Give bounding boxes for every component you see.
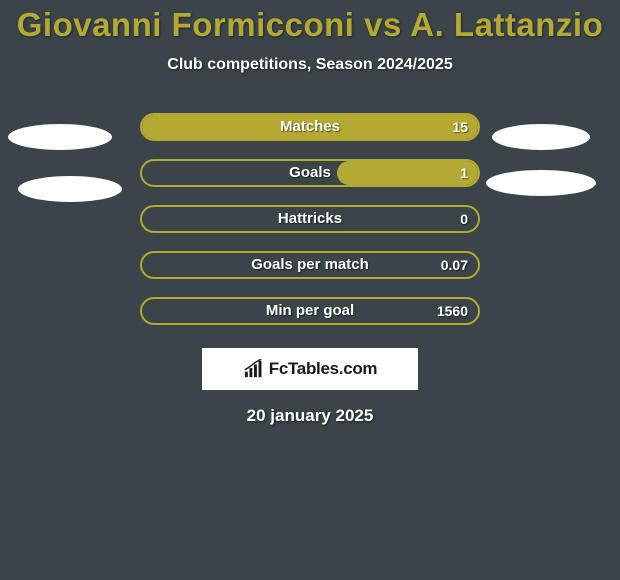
date-label: 20 january 2025: [247, 406, 374, 426]
stat-value: 0: [460, 207, 468, 231]
stat-bar-track: Min per goal1560: [140, 297, 480, 325]
stat-label: Min per goal: [142, 299, 478, 323]
decorative-ellipse: [492, 124, 590, 150]
stat-bar-track: Matches15: [140, 113, 480, 141]
subtitle: Club competitions, Season 2024/2025: [167, 56, 452, 74]
stat-label: Hattricks: [142, 207, 478, 231]
stat-bar-track: Goals1: [140, 159, 480, 187]
logo-text: FcTables.com: [269, 359, 378, 379]
decorative-ellipse: [486, 170, 596, 196]
infographic-container: Giovanni Formicconi vs A. Lattanzio Club…: [0, 0, 620, 426]
decorative-ellipse: [8, 124, 112, 150]
stat-row: Min per goal1560: [0, 288, 620, 334]
stat-row: Goals per match0.07: [0, 242, 620, 288]
logo-inner: FcTables.com: [243, 359, 378, 379]
logo-box[interactable]: FcTables.com: [202, 348, 418, 390]
stat-label: Matches: [142, 115, 478, 139]
stat-bar-track: Hattricks0: [140, 205, 480, 233]
stat-value: 1560: [437, 299, 468, 323]
stat-label: Goals: [142, 161, 478, 185]
stat-label: Goals per match: [142, 253, 478, 277]
decorative-ellipse: [18, 176, 122, 202]
stat-bar-track: Goals per match0.07: [140, 251, 480, 279]
bar-chart-icon: [243, 359, 265, 379]
stat-row: Hattricks0: [0, 196, 620, 242]
page-title: Giovanni Formicconi vs A. Lattanzio: [17, 6, 604, 44]
stat-value: 15: [452, 115, 468, 139]
stat-value: 1: [460, 161, 468, 185]
stat-value: 0.07: [441, 253, 468, 277]
